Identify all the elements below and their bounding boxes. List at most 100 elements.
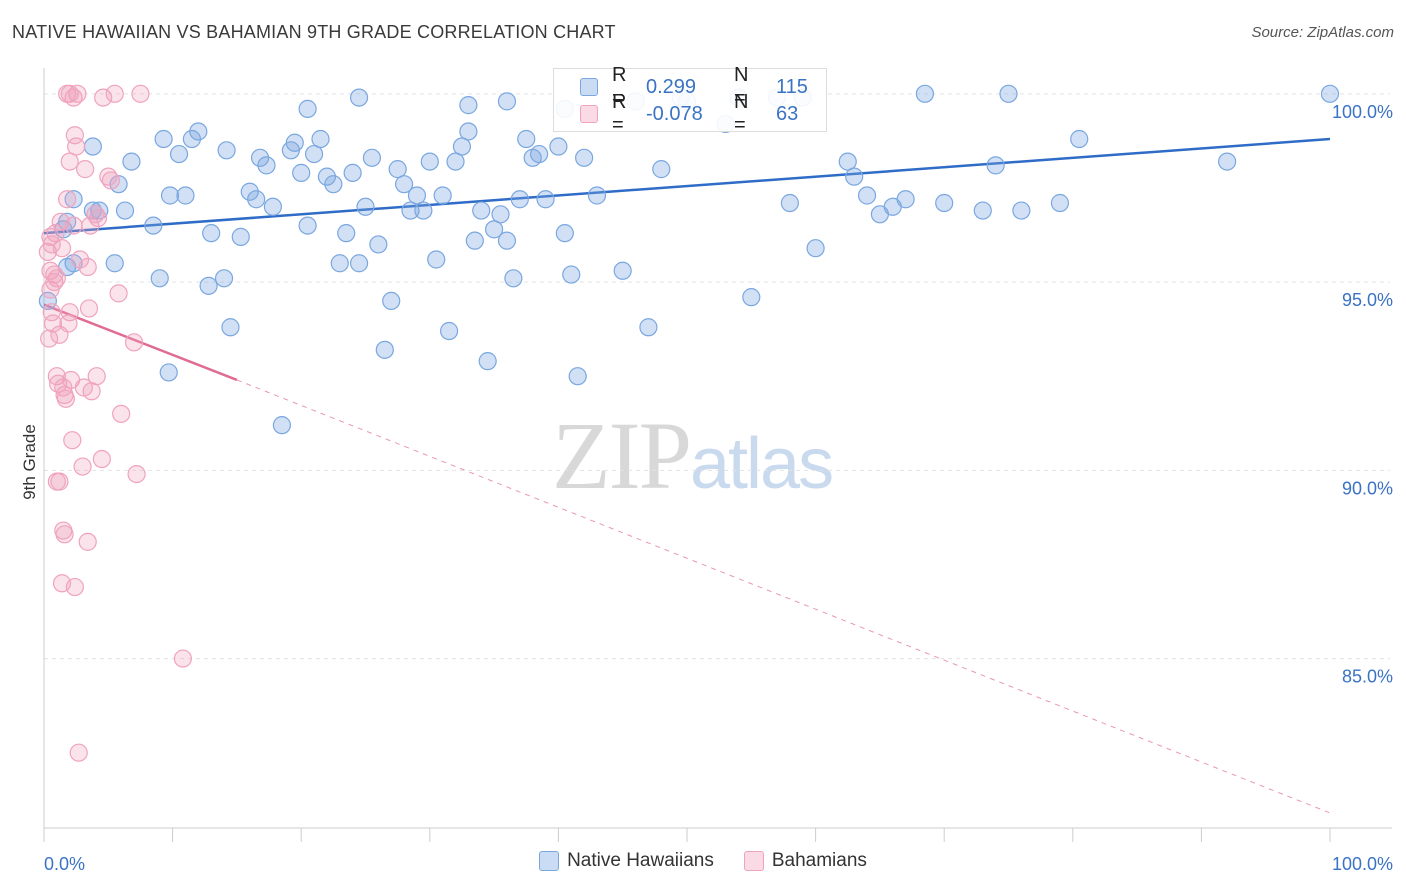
data-point-native-hawaiians <box>613 261 632 280</box>
data-point-native-hawaiians <box>446 152 465 171</box>
data-point-native-hawaiians <box>935 193 954 213</box>
data-point-native-hawaiians <box>838 152 857 171</box>
data-point-native-hawaiians <box>1218 152 1237 171</box>
gridlines <box>44 93 1390 660</box>
data-point-native-hawaiians <box>298 216 317 235</box>
data-point-native-hawaiians <box>257 156 276 175</box>
data-point-bahamians <box>54 378 73 397</box>
data-point-native-hawaiians <box>214 269 234 288</box>
data-point-native-hawaiians <box>427 250 446 269</box>
data-point-bahamians <box>46 224 65 243</box>
data-point-native-hawaiians <box>420 152 439 171</box>
data-point-native-hawaiians <box>742 288 761 307</box>
data-point-native-hawaiians <box>176 186 195 205</box>
data-point-native-hawaiians <box>382 291 401 310</box>
data-point-bahamians <box>88 208 108 228</box>
data-point-bahamians <box>76 160 95 179</box>
n-value-native-hawaiians: 115 <box>776 75 808 98</box>
data-point-native-hawaiians <box>356 197 375 216</box>
r-label: R = <box>612 64 627 109</box>
data-point-native-hawaiians <box>189 122 208 141</box>
legend-item-bahamians[interactable]: Bahamians <box>743 850 867 872</box>
data-point-bahamians <box>79 299 99 318</box>
data-point-bahamians <box>60 152 79 171</box>
data-point-native-hawaiians <box>304 144 324 164</box>
n-value-bahamians: 63 <box>776 102 799 125</box>
data-point-native-hawaiians <box>343 163 362 182</box>
data-point-native-hawaiians <box>973 201 992 220</box>
legend-item-native-hawaiians[interactable]: Native Hawaiians <box>539 850 714 872</box>
data-point-native-hawaiians <box>555 224 574 243</box>
data-point-native-hawaiians <box>806 239 825 258</box>
data-point-bahamians <box>58 190 77 209</box>
data-point-bahamians <box>173 649 192 668</box>
data-point-native-hawaiians <box>160 186 180 205</box>
data-point-bahamians <box>81 216 100 235</box>
chart-title: NATIVE HAWAIIAN VS BAHAMIAN 9TH GRADE CO… <box>12 22 616 42</box>
native-hawaiians-points <box>38 84 1340 435</box>
data-point-bahamians <box>67 137 86 156</box>
y-axis-label: 9th Grade <box>20 424 39 500</box>
data-point-native-hawaiians <box>394 175 414 194</box>
data-point-native-hawaiians <box>38 291 57 310</box>
data-point-native-hawaiians <box>154 129 173 149</box>
data-point-native-hawaiians <box>478 352 497 371</box>
data-point-bahamians <box>101 171 120 190</box>
data-point-native-hawaiians <box>247 190 266 209</box>
data-point-native-hawaiians <box>401 201 420 220</box>
data-point-bahamians <box>45 265 64 284</box>
data-point-native-hawaiians <box>857 186 877 205</box>
data-point-native-hawaiians <box>575 148 594 167</box>
stats-swatch-native-hawaiians <box>580 78 598 96</box>
data-point-native-hawaiians <box>459 96 478 115</box>
data-point-native-hawaiians <box>83 137 102 156</box>
data-point-bahamians <box>109 284 128 303</box>
data-point-native-hawaiians <box>375 340 394 359</box>
data-point-native-hawaiians <box>240 182 259 201</box>
data-point-native-hawaiians <box>105 254 124 273</box>
data-point-native-hawaiians <box>221 318 240 337</box>
data-point-bahamians <box>64 216 83 235</box>
data-point-native-hawaiians <box>263 197 283 216</box>
n-label: N = <box>734 64 749 109</box>
data-point-bahamians <box>127 464 146 484</box>
data-point-bahamians <box>112 404 131 423</box>
data-point-native-hawaiians <box>780 193 799 213</box>
legend-swatch-bahamians <box>743 851 764 871</box>
data-point-bahamians <box>74 378 93 397</box>
data-point-bahamians <box>64 88 83 107</box>
data-point-native-hawaiians <box>536 190 555 209</box>
data-point-native-hawaiians <box>485 220 504 239</box>
data-point-native-hawaiians <box>407 186 427 205</box>
data-point-native-hawaiians <box>896 190 915 209</box>
data-point-native-hawaiians <box>530 144 549 164</box>
data-point-native-hawaiians <box>414 201 433 220</box>
data-point-bahamians <box>73 457 92 476</box>
data-point-native-hawaiians <box>122 152 141 171</box>
y-tick-label: 95.0% <box>1342 290 1393 310</box>
data-point-native-hawaiians <box>652 160 671 179</box>
data-point-native-hawaiians <box>472 201 491 220</box>
r-value-native-hawaiians: 0.299 <box>646 75 697 98</box>
trend-line-bahamians-extension <box>236 379 1331 814</box>
data-point-native-hawaiians <box>562 265 581 284</box>
data-point-bahamians <box>52 239 72 258</box>
r-label: R = <box>612 91 627 136</box>
data-point-native-hawaiians <box>349 88 369 107</box>
data-point-native-hawaiians <box>388 160 407 179</box>
data-point-bahamians <box>50 472 69 491</box>
data-point-native-hawaiians <box>465 231 484 250</box>
data-point-native-hawaiians <box>317 167 337 186</box>
data-point-native-hawaiians <box>439 321 459 341</box>
r-value-bahamians: -0.078 <box>646 102 703 125</box>
data-point-bahamians <box>78 257 97 277</box>
data-point-bahamians <box>92 449 111 469</box>
data-point-bahamians <box>65 577 84 597</box>
watermark: ZIPatlas <box>552 400 834 511</box>
data-point-bahamians <box>131 84 150 103</box>
data-point-bahamians <box>87 367 106 386</box>
bahamians-points <box>38 84 192 762</box>
data-point-native-hawaiians <box>311 129 330 149</box>
data-point-native-hawaiians <box>199 276 218 295</box>
